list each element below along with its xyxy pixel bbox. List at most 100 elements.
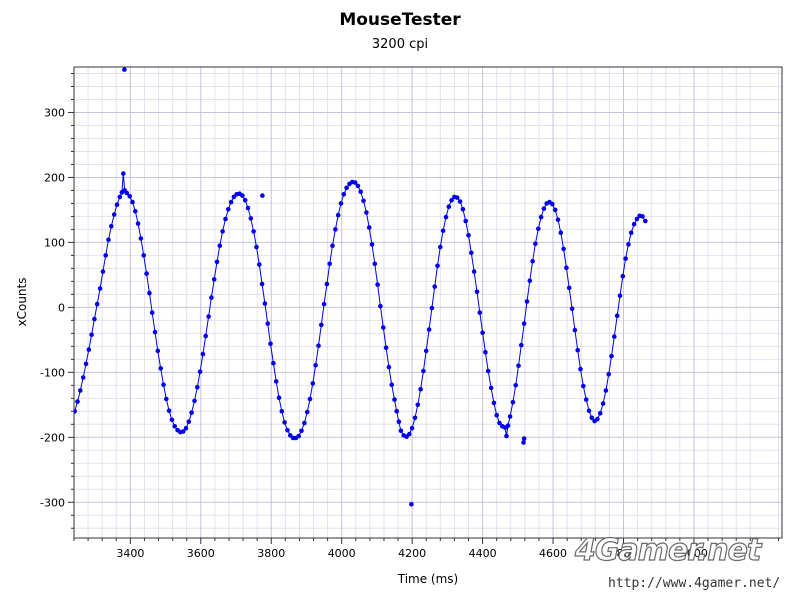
data-point [640,214,645,219]
data-point [361,198,366,204]
data-point [412,415,418,421]
data-point [631,221,637,227]
data-point [583,397,589,402]
data-point [183,425,189,431]
data-point [324,281,330,287]
data-point [273,379,279,384]
data-point [389,382,395,388]
data-point [352,180,358,185]
x-tick-label: 4600 [539,547,567,560]
data-point [78,388,83,393]
data-point [533,241,538,246]
data-point [217,243,223,248]
data-point [220,229,225,234]
data-point [561,246,566,252]
data-point [398,428,404,434]
data-point [372,261,378,267]
data-point [429,305,435,311]
data-point [516,363,521,369]
data-point [497,420,502,426]
data-point [166,408,172,414]
data-point [313,362,318,368]
data-point [245,205,251,211]
data-point [466,233,471,238]
data-point [335,212,341,218]
data-point [569,306,575,312]
x-tick-labels: 3400 3600 3800 4000 4200 4400 4600 4800 5000 [116,547,708,560]
series-group [74,67,648,507]
data-point [381,325,386,330]
x-tick-label: 4400 [469,547,497,560]
data-point [109,223,114,229]
data-point [203,333,208,339]
data-point [432,284,438,289]
data-point [282,420,287,425]
data-point [488,385,494,391]
data-point [378,303,383,309]
data-point [471,269,477,274]
data-point [600,401,606,406]
data-point [100,269,106,274]
data-point [578,366,583,372]
data-point [327,261,333,267]
y-tick-label: -300 [40,496,65,509]
data-point [595,416,600,422]
data-point [469,250,474,256]
data-point [195,385,200,390]
data-point [206,314,211,319]
data-point [366,225,372,230]
data-point [117,194,123,200]
y-tick-label: -200 [40,431,65,444]
data-point [161,382,166,388]
data-point [383,345,389,351]
data-point [485,368,491,374]
data-point [558,230,564,235]
data-point [491,400,497,406]
data-point [316,343,321,349]
data-point [358,189,364,194]
data-point [144,271,149,276]
data-point [575,347,580,353]
outlier-point [122,67,127,72]
data-point [504,433,509,439]
data-point [248,216,254,221]
data-point [423,348,429,354]
data-point [519,342,524,348]
data-point [530,258,535,264]
y-tick-label: 200 [44,171,65,184]
data-point [421,368,426,374]
data-point [344,185,349,191]
data-point [94,301,100,307]
data-point [369,242,375,247]
data-point [480,330,485,336]
data-point [505,423,511,428]
axis-ticks [68,72,779,544]
data-point [106,237,111,243]
data-point [603,388,609,393]
data-point [302,420,307,426]
data-point [589,415,595,421]
data-point [186,419,192,425]
data-point [477,310,483,315]
x-tick-label: 4800 [609,547,637,560]
data-point [83,361,89,367]
data-point [375,282,380,287]
data-point [483,349,488,355]
data-point [513,383,518,388]
data-point [304,409,310,415]
data-point [271,360,276,366]
plot-frame [73,66,783,539]
data-point [623,256,628,261]
data-point [74,409,77,414]
data-point [307,396,313,402]
data-point [538,214,544,220]
data-point [192,398,197,404]
data-point [92,316,97,322]
x-tick-label: 3800 [257,547,285,560]
data-point [394,409,400,414]
data-point [454,195,460,200]
data-point [149,310,155,315]
data-point [330,243,335,248]
watermark-logo: 4Gamer.net [574,532,762,568]
data-point [527,278,533,284]
